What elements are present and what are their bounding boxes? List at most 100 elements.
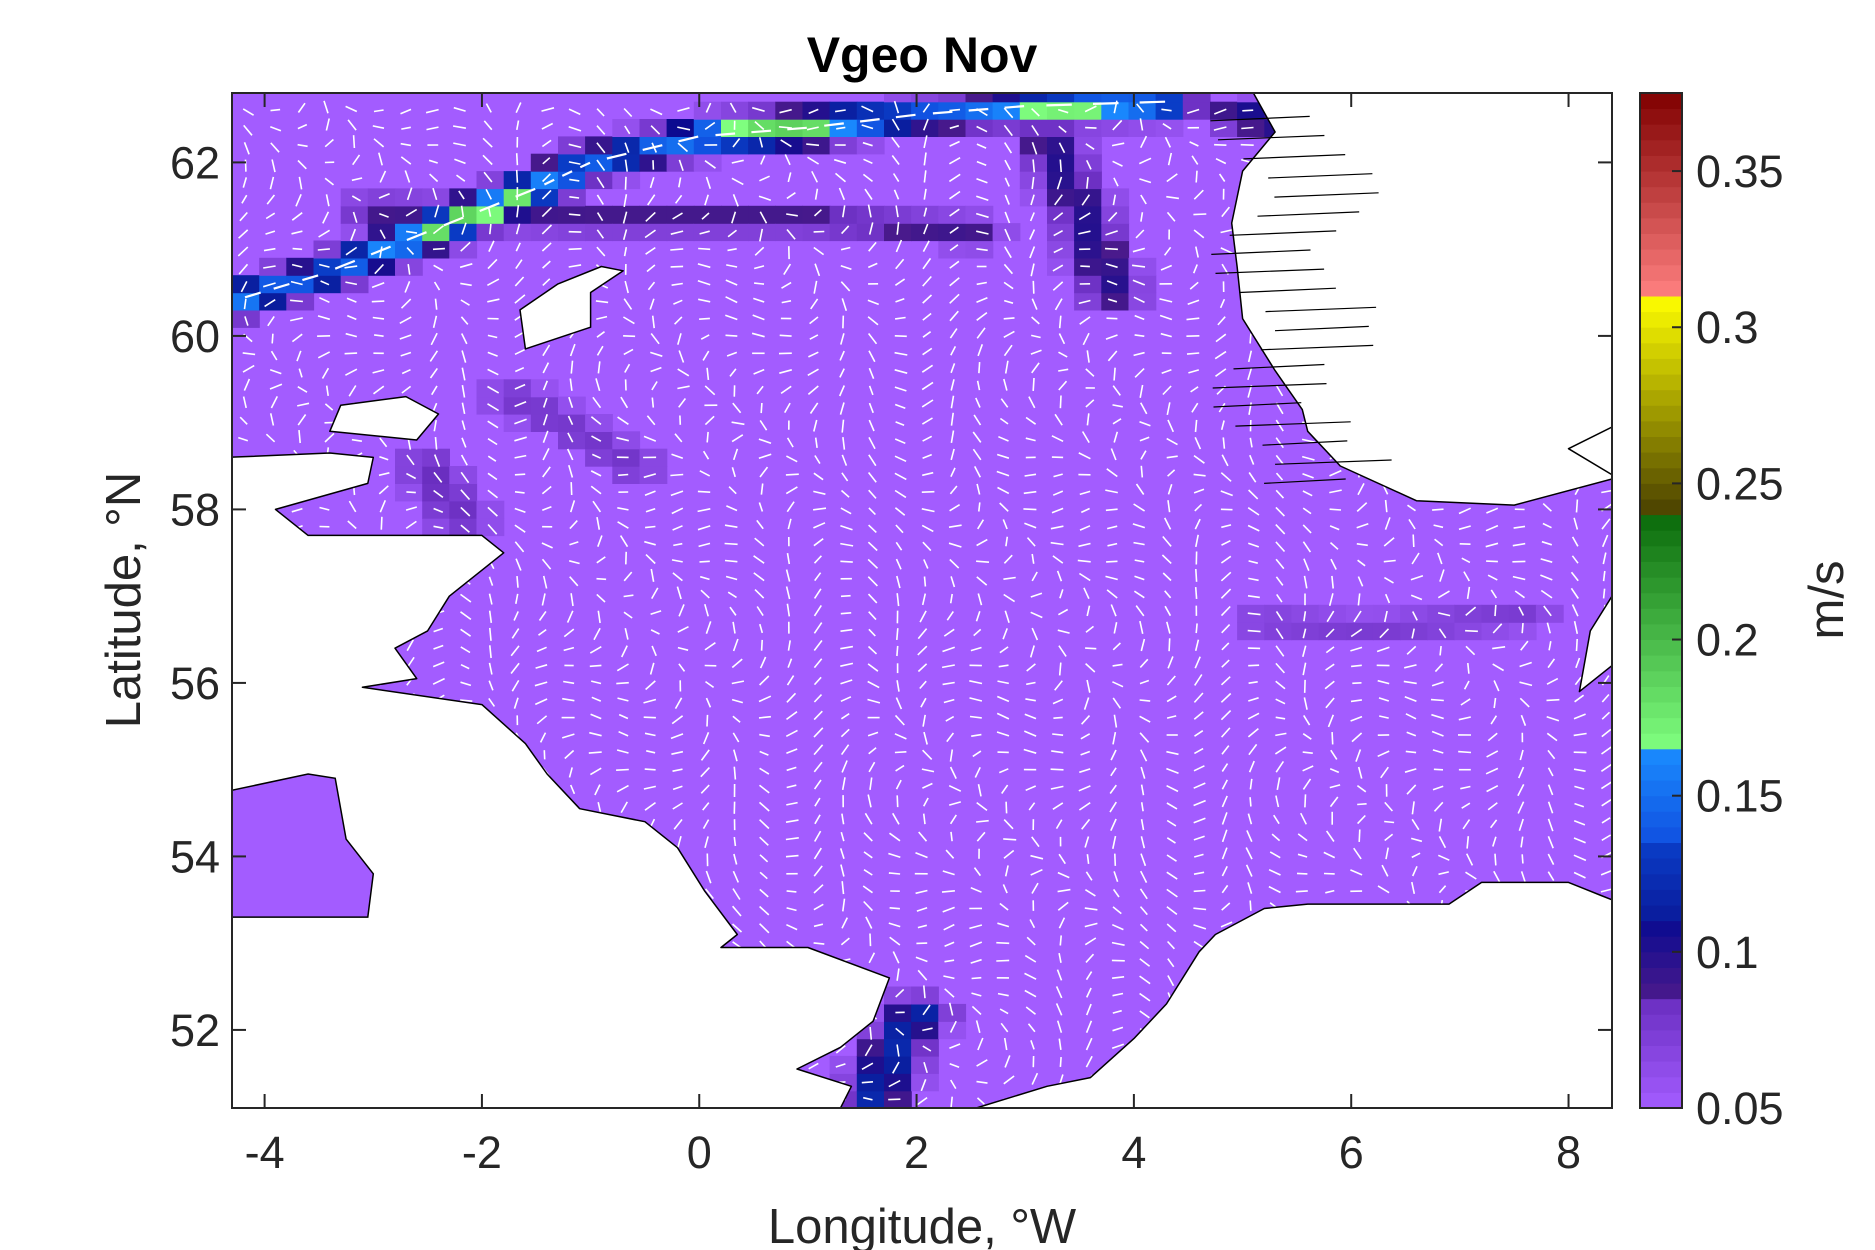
velocity-arrow xyxy=(725,334,738,337)
velocity-arrow xyxy=(1186,108,1200,115)
velocity-arrow xyxy=(841,298,848,311)
velocity-arrow xyxy=(542,278,551,286)
jet-arrow xyxy=(1046,103,1072,107)
velocity-arrow xyxy=(1411,865,1418,877)
velocity-arrow xyxy=(596,516,601,530)
velocity-arrow xyxy=(786,692,797,703)
velocity-arrow xyxy=(868,507,876,516)
velocity-arrow xyxy=(922,294,933,304)
velocity-arrow xyxy=(861,105,874,113)
velocity-arrow xyxy=(514,418,527,425)
velocity-arrow xyxy=(596,593,606,603)
velocity-arrow xyxy=(949,1020,957,1033)
velocity-arrow xyxy=(813,761,823,773)
velocity-arrow xyxy=(839,368,845,378)
velocity-arrow xyxy=(894,438,906,445)
velocity-arrow xyxy=(759,733,770,738)
velocity-arrow xyxy=(672,572,683,582)
velocity-arrow xyxy=(1085,1055,1093,1068)
velocity-arrow xyxy=(1519,749,1524,761)
velocity-arrow xyxy=(269,368,282,375)
velocity-arrow xyxy=(813,472,824,481)
velocity-arrow xyxy=(1221,624,1231,634)
velocity-arrow xyxy=(678,604,685,617)
velocity-arrow xyxy=(1493,870,1501,883)
velocity-arrow xyxy=(868,222,874,235)
velocity-arrow xyxy=(1220,228,1234,234)
velocity-arrow xyxy=(270,396,279,409)
velocity-arrow xyxy=(917,924,928,929)
velocity-arrow xyxy=(1113,177,1119,187)
velocity-arrow xyxy=(346,297,357,303)
velocity-arrow xyxy=(429,367,438,379)
colorbar-step xyxy=(1640,358,1682,375)
velocity-arrow xyxy=(616,663,629,672)
velocity-arrow xyxy=(1134,559,1145,563)
velocity-arrow xyxy=(1106,468,1118,478)
velocity-arrow xyxy=(726,264,738,268)
velocity-arrow xyxy=(645,211,656,222)
velocity-arrow xyxy=(672,785,683,791)
velocity-arrow xyxy=(976,311,988,321)
velocity-arrow xyxy=(1220,692,1232,703)
velocity-arrow xyxy=(895,298,905,303)
velocity-arrow xyxy=(733,836,737,847)
velocity-arrow xyxy=(623,571,633,582)
velocity-arrow xyxy=(242,352,256,356)
velocity-arrow xyxy=(895,541,903,551)
velocity-arrow xyxy=(869,933,872,947)
velocity-arrow xyxy=(270,142,280,153)
velocity-arrow xyxy=(461,402,466,415)
velocity-arrow xyxy=(894,733,907,740)
velocity-arrow xyxy=(1406,645,1417,655)
velocity-arrow xyxy=(1004,228,1011,242)
velocity-arrow xyxy=(894,369,908,374)
velocity-arrow xyxy=(325,118,330,131)
velocity-arrow xyxy=(1080,750,1091,756)
velocity-arrow xyxy=(1547,767,1554,777)
velocity-arrow xyxy=(1461,802,1471,809)
velocity-arrow xyxy=(542,466,551,478)
velocity-arrow xyxy=(976,483,981,495)
velocity-arrow xyxy=(1378,697,1390,702)
velocity-arrow xyxy=(1023,508,1037,511)
velocity-arrow xyxy=(1190,386,1199,393)
velocity-arrow xyxy=(1003,330,1015,338)
velocity-arrow xyxy=(1214,108,1227,115)
y-tick-label: 52 xyxy=(170,1005,220,1056)
velocity-arrow xyxy=(1191,155,1199,165)
velocity-arrow xyxy=(677,646,689,651)
velocity-arrow xyxy=(1084,105,1097,113)
velocity-arrow xyxy=(1411,818,1420,831)
velocity-arrow xyxy=(1053,716,1063,719)
velocity-arrow xyxy=(594,784,601,796)
velocity-arrow xyxy=(1329,542,1339,550)
velocity-arrow xyxy=(568,213,581,216)
velocity-arrow xyxy=(597,535,603,547)
velocity-arrow xyxy=(1027,1023,1036,1033)
velocity-arrow xyxy=(863,900,873,912)
velocity-arrow xyxy=(1245,847,1253,860)
velocity-arrow xyxy=(1112,160,1123,167)
velocity-arrow xyxy=(265,433,276,443)
velocity-arrow xyxy=(969,680,983,685)
velocity-arrow xyxy=(753,265,765,270)
velocity-arrow xyxy=(1218,173,1226,182)
velocity-arrow xyxy=(460,316,469,325)
velocity-arrow xyxy=(921,768,935,773)
velocity-arrow xyxy=(1059,1057,1062,1067)
velocity-arrow xyxy=(483,120,493,131)
velocity-arrow xyxy=(1058,1038,1062,1051)
velocity-arrow xyxy=(786,455,798,463)
velocity-arrow xyxy=(1162,123,1172,130)
velocity-arrow xyxy=(405,208,418,217)
velocity-arrow xyxy=(861,1081,874,1084)
velocity-arrow xyxy=(1030,349,1042,355)
heatmap-cell xyxy=(992,93,1021,103)
velocity-arrow xyxy=(513,611,519,621)
velocity-arrow xyxy=(515,242,521,252)
velocity-arrow xyxy=(1166,437,1178,446)
velocity-arrow xyxy=(1186,317,1200,321)
velocity-arrow xyxy=(759,228,764,242)
velocity-arrow xyxy=(756,385,764,395)
